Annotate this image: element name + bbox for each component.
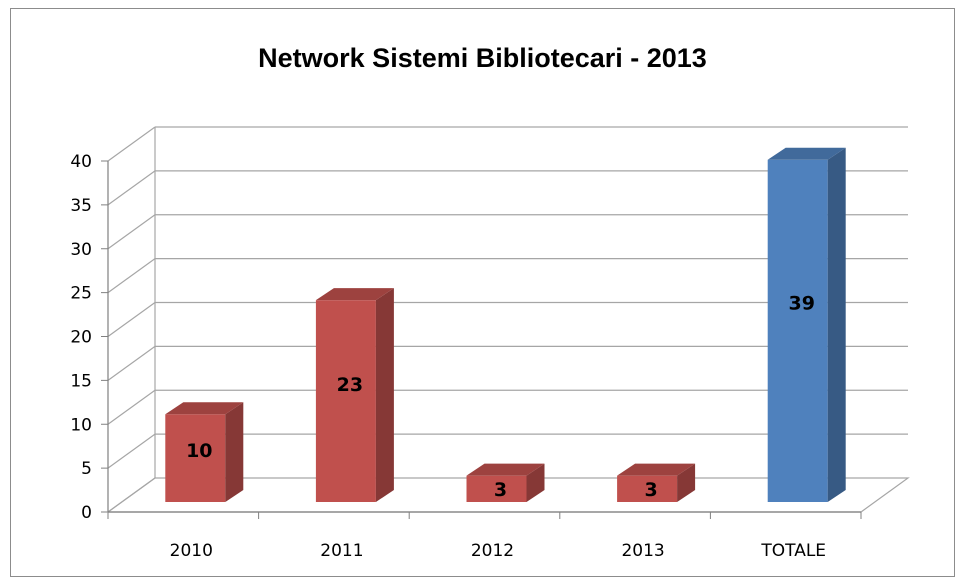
wall-gridline (107, 389, 156, 425)
wall-gridline (107, 258, 156, 294)
data-label: 3 (494, 479, 507, 501)
bar-top (617, 463, 696, 476)
bar-side (375, 288, 394, 502)
bar-side (677, 463, 696, 502)
x-tick-label: 2013 (621, 541, 664, 561)
data-label: 10 (186, 440, 212, 462)
bar-top (315, 288, 394, 301)
bar-top (767, 147, 846, 160)
bar (767, 159, 828, 502)
x-tick-label: 2012 (471, 541, 514, 561)
wall-gridline (107, 126, 156, 162)
data-label: 3 (644, 479, 657, 501)
y-tick-label: 40 (70, 152, 92, 172)
bar-top (466, 463, 545, 476)
bar-side (827, 147, 846, 502)
bar-top (165, 402, 244, 415)
bar-side (526, 463, 545, 502)
y-tick-label: 15 (70, 371, 92, 391)
x-tick-label: TOTALE (760, 541, 826, 561)
y-tick-label: 20 (70, 328, 92, 348)
bar (617, 475, 678, 502)
y-tick-label: 25 (70, 284, 92, 304)
wall-gridline (107, 170, 156, 206)
bar (165, 414, 226, 502)
wall-gridline (107, 302, 156, 337)
y-tick-label: 10 (70, 415, 92, 435)
x-tick-label: 2011 (320, 541, 363, 561)
bar (315, 300, 376, 502)
data-label: 39 (788, 293, 814, 315)
wall-gridline (107, 345, 156, 381)
y-tick-label: 35 (70, 196, 92, 216)
y-tick-label: 0 (81, 503, 92, 523)
wall-gridline (107, 433, 156, 469)
chart-title: Network Sistemi Bibliotecari - 2013 (258, 43, 707, 73)
bar-side (225, 402, 244, 502)
x-tick-label: 2010 (170, 541, 213, 561)
y-tick-label: 5 (81, 459, 92, 479)
wall-gridline (107, 214, 156, 250)
data-label: 23 (337, 374, 363, 396)
y-tick-label: 30 (70, 240, 92, 260)
bar (466, 475, 527, 502)
